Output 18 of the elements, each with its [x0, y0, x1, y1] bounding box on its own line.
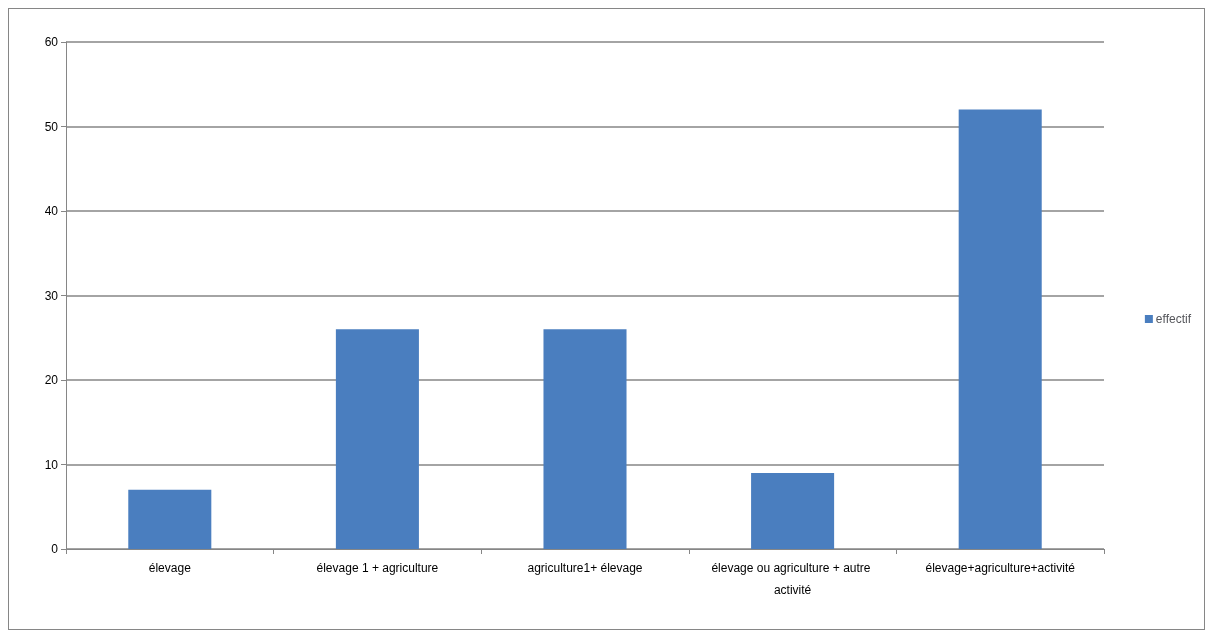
y-tick-label: 40: [44, 204, 59, 218]
bar: [128, 489, 212, 549]
bar: [543, 329, 627, 549]
x-tick-label: agriculture1+ élevage: [527, 561, 643, 575]
y-tick-label: 10: [44, 457, 59, 472]
bar: [958, 109, 1042, 549]
x-tick-label: élevage: [148, 561, 192, 575]
y-tick-label: 60: [44, 35, 59, 49]
y-tick-label: 30: [44, 288, 59, 303]
y-tick-label: 20: [44, 373, 59, 387]
x-tick-label: élevage 1 + agriculture: [316, 561, 439, 575]
legend-label: effectif: [1155, 312, 1192, 326]
y-tick-label: 0: [51, 542, 59, 556]
bar: [335, 329, 419, 549]
bar: [751, 472, 835, 549]
x-tick-label: élevage+agriculture+activité: [925, 561, 1076, 575]
y-tick-label: 50: [44, 119, 59, 134]
x-tick-label: élevage ou agriculture + autre activité: [711, 561, 874, 597]
